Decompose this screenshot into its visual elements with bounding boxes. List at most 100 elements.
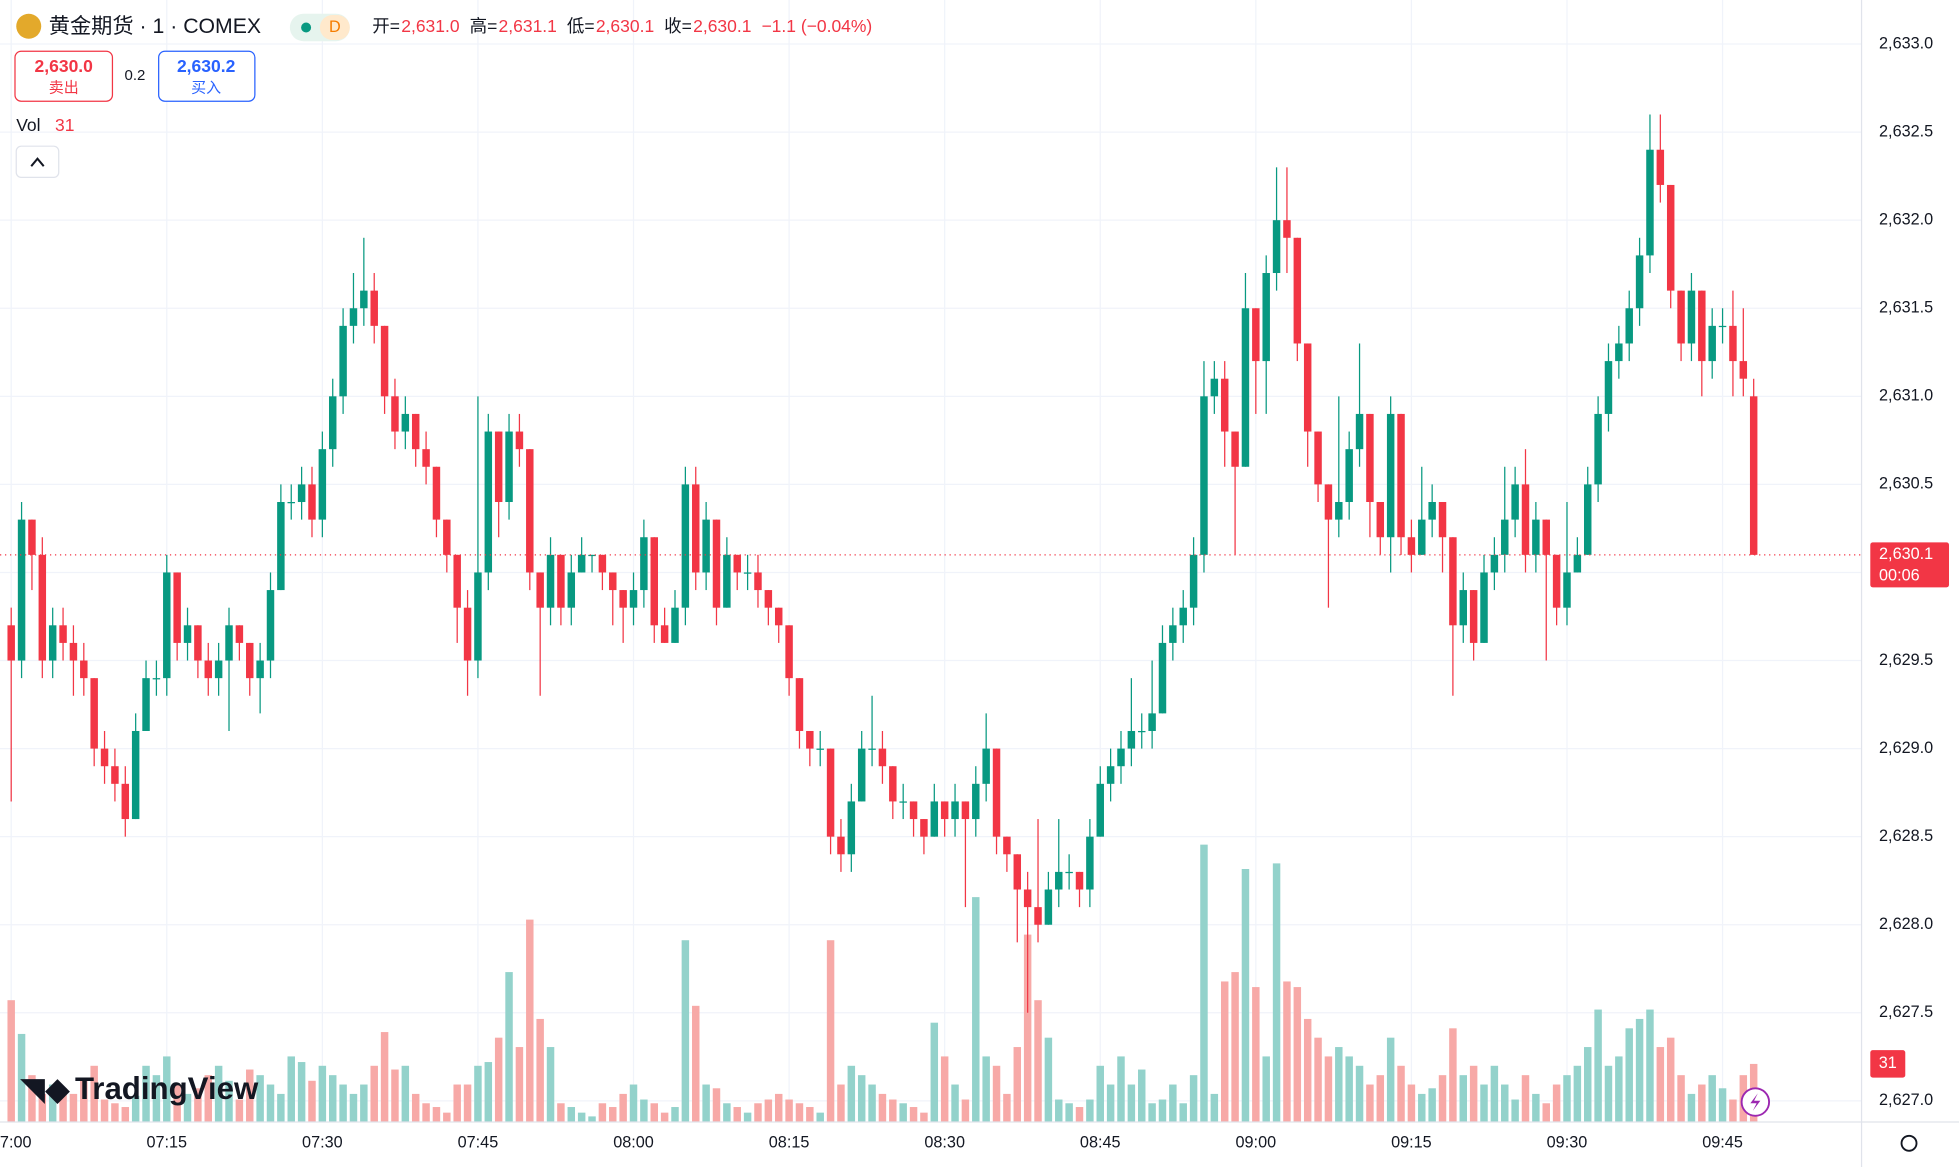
volume-bar [1335, 1047, 1343, 1123]
candle-body [650, 537, 658, 626]
candle-body [1034, 907, 1042, 925]
volume-bar [1666, 1037, 1675, 1123]
volume-bar [515, 1047, 524, 1123]
sell-button[interactable] [14, 50, 114, 102]
volume-bar [422, 1103, 430, 1123]
volume-bar [1283, 981, 1291, 1123]
volume-bar [1687, 1093, 1696, 1123]
volume-bar [1117, 1056, 1125, 1123]
y-tick-label: 2,627.0 [1879, 1091, 1933, 1109]
ohlc-label: 收= [664, 16, 692, 36]
candle-body [391, 396, 399, 432]
candle-body [1521, 484, 1530, 555]
candle-body [453, 554, 461, 608]
volume-bar [940, 1056, 949, 1123]
candle-body [100, 748, 109, 767]
volume-bar [1438, 1075, 1447, 1123]
candle-body [982, 748, 990, 784]
volume-bar [277, 1093, 285, 1123]
x-tick-label: 07:00 [0, 1134, 32, 1152]
volume-bar [702, 1084, 710, 1123]
volume-bar [443, 1112, 451, 1123]
volume-bar [660, 1112, 669, 1123]
spread: 0.2 [125, 67, 146, 84]
volume-bar [1252, 987, 1260, 1123]
candle-body [889, 766, 897, 802]
volume-bar [972, 897, 980, 1123]
candle-body [1397, 413, 1405, 538]
volume-bar [982, 1056, 990, 1123]
candle-body [1210, 378, 1219, 397]
volume-bar [951, 1084, 959, 1123]
candle-body [1511, 484, 1519, 520]
collapse-button[interactable] [15, 145, 60, 179]
volume-bar [121, 1107, 130, 1123]
volume-bar [1231, 972, 1239, 1123]
y-tick-label: 2,628.5 [1879, 827, 1933, 845]
volume-bar [889, 1099, 897, 1123]
candle-body [1127, 730, 1136, 749]
candle-body [692, 484, 700, 573]
volume-bar [131, 1095, 140, 1123]
volume-bar [246, 1069, 254, 1123]
volume-bar [152, 1075, 161, 1123]
candle-body [183, 625, 192, 643]
settings-icon[interactable] [1900, 1134, 1918, 1152]
volume-bar [1521, 1075, 1530, 1123]
candle-body [837, 836, 845, 855]
ohlc-value: 2,630.1 [693, 16, 751, 36]
volume-bar [1583, 1047, 1592, 1123]
candle-body [774, 607, 783, 626]
candle-body [681, 484, 690, 608]
candle-body [1314, 431, 1322, 485]
candle-body [339, 325, 347, 397]
y-tick-label: 2,632.0 [1879, 210, 1933, 228]
candle-body [17, 519, 26, 661]
volume-bar [380, 1032, 389, 1123]
volume-bar [1635, 1018, 1644, 1123]
ohlc-value: 2,631.1 [499, 16, 557, 36]
volume-bar [826, 940, 835, 1123]
volume-bar [1428, 1088, 1436, 1123]
x-tick-label: 09:45 [1702, 1134, 1743, 1152]
buy-button[interactable] [158, 50, 256, 102]
x-tick-label: 07:30 [302, 1134, 343, 1152]
candle-body [515, 431, 524, 450]
candle-body [1552, 554, 1561, 608]
volume-bar [183, 1093, 192, 1123]
candle-body [1355, 413, 1364, 450]
volume-bar [1718, 1088, 1727, 1123]
candle-body [1438, 502, 1447, 538]
volume-bar [1594, 1009, 1602, 1123]
volume-bar [391, 1069, 399, 1123]
candle-body [277, 502, 285, 591]
candle-body [847, 801, 856, 855]
volume-bar [712, 1088, 721, 1123]
volume-bar [1366, 1084, 1374, 1123]
y-tick-label: 2,631.0 [1879, 387, 1933, 405]
volume-bar [474, 1065, 482, 1123]
volume-bar [1262, 1056, 1270, 1123]
volume-bar [7, 1000, 15, 1123]
volume-bar [1158, 1099, 1167, 1123]
candle-body [1376, 502, 1385, 538]
volume-bar [1272, 863, 1281, 1123]
buy-price: 2,630.2 [177, 56, 236, 76]
candle-body [1179, 607, 1187, 626]
candle-body [1698, 290, 1706, 362]
volume-bar [598, 1103, 607, 1123]
candle-body [163, 572, 171, 679]
volume-bar [1386, 1037, 1395, 1123]
sell-price: 2,630.0 [35, 56, 93, 76]
candle-body [1687, 290, 1696, 344]
candle-body [1189, 554, 1198, 608]
candle-body [1013, 854, 1022, 890]
volume-bar [339, 1084, 347, 1123]
candle-body [1501, 519, 1509, 555]
buy-label: 买入 [191, 80, 221, 97]
candle-body [992, 748, 1001, 837]
y-tick-label: 2,631.5 [1879, 299, 1933, 317]
candle-body [671, 607, 679, 643]
volume-bar [1646, 1009, 1654, 1123]
